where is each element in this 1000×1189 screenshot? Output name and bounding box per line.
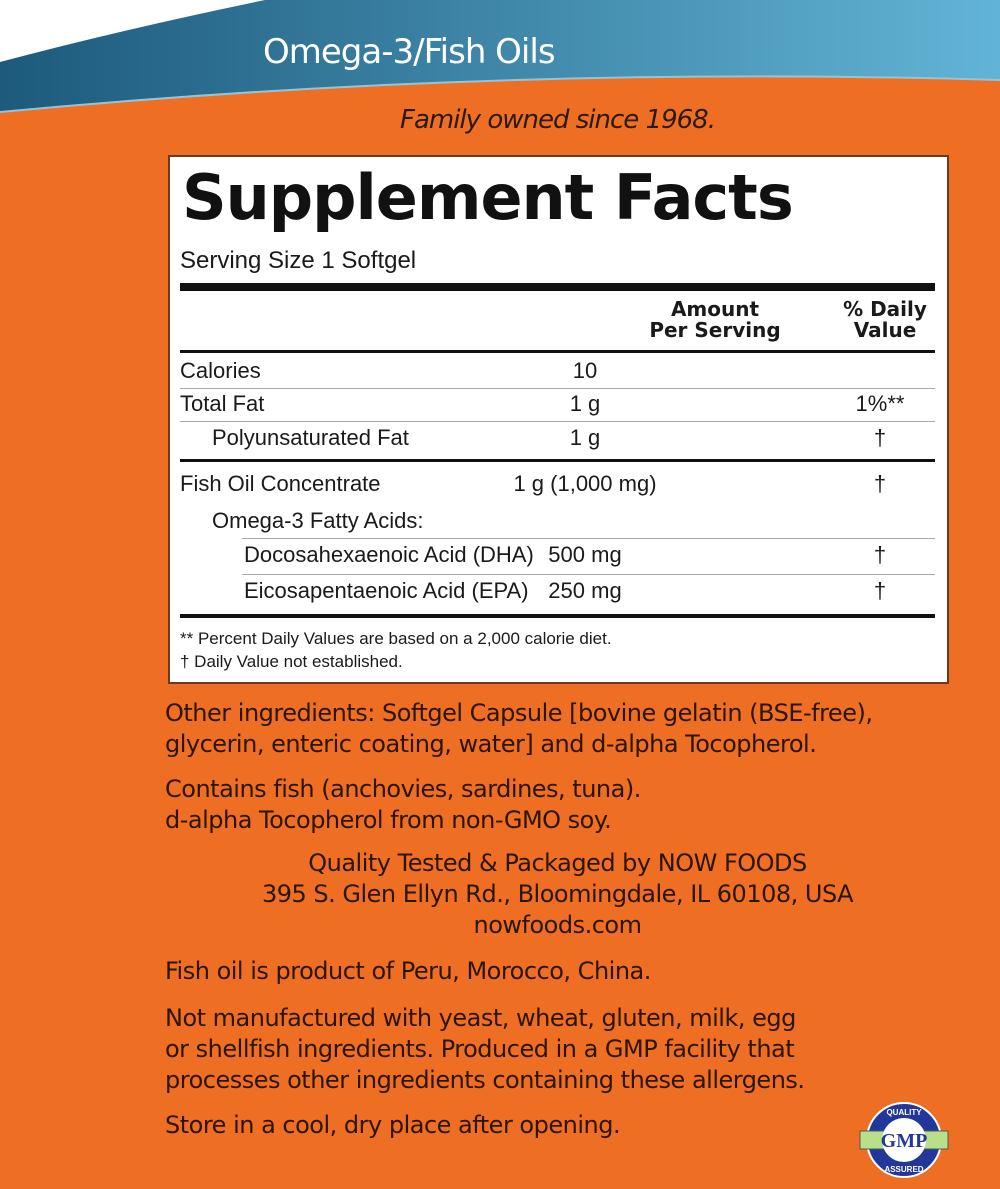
divider bbox=[180, 421, 935, 422]
allergen-statement: Not manufactured with yeast, wheat, glut… bbox=[165, 1003, 805, 1096]
row-name: Total Fat bbox=[180, 391, 265, 416]
row-name: Polyunsaturated Fat bbox=[212, 425, 409, 450]
storage-statement: Store in a cool, dry place after opening… bbox=[165, 1111, 621, 1139]
row-amount: 1 g (1,000 mg) bbox=[513, 471, 657, 496]
category-title: Omega-3/Fish Oils bbox=[263, 32, 556, 72]
header-line: Value bbox=[853, 318, 917, 342]
divider bbox=[180, 350, 935, 353]
text-line: Contains fish (anchovies, sardines, tuna… bbox=[165, 775, 641, 803]
gmp-quality-seal-icon: GMP QUALITY ASSURED bbox=[859, 1102, 949, 1178]
row-amount: 1 g bbox=[569, 425, 601, 450]
dv-header: % Daily Value bbox=[830, 299, 940, 341]
row-dv: 1%** bbox=[855, 391, 905, 416]
row-amount: 250 mg bbox=[548, 578, 622, 603]
amount-header: Amount Per Serving bbox=[630, 299, 800, 341]
tagline: Family owned since 1968. bbox=[400, 105, 716, 135]
facts-row: Total Fat 1 g 1%** bbox=[180, 391, 935, 421]
facts-row: Eicosapentaenoic Acid (EPA) 250 mg † bbox=[180, 578, 935, 608]
seal-text: GMP bbox=[881, 1130, 928, 1152]
divider bbox=[242, 574, 935, 575]
row-name: Docosahexaenoic Acid (DHA) bbox=[244, 542, 534, 567]
text-line: d-alpha Tocopherol from non-GMO soy. bbox=[165, 806, 612, 834]
header-banner bbox=[0, 0, 1000, 113]
text-line: processes other ingredients containing t… bbox=[165, 1066, 805, 1094]
origin-statement: Fish oil is product of Peru, Morocco, Ch… bbox=[165, 957, 651, 985]
supplement-facts-panel: Supplement Facts Serving Size 1 Softgel … bbox=[168, 155, 949, 684]
row-dv: † bbox=[873, 425, 887, 450]
facts-row: Calories 10 bbox=[180, 358, 935, 388]
text-line: glycerin, enteric coating, water] and d-… bbox=[165, 730, 817, 758]
website: nowfoods.com bbox=[473, 911, 642, 939]
text-line: Quality Tested & Packaged by NOW FOODS bbox=[308, 849, 807, 877]
row-amount: 500 mg bbox=[548, 542, 622, 567]
divider bbox=[180, 459, 935, 462]
contains-statement: Contains fish (anchovies, sardines, tuna… bbox=[165, 774, 641, 836]
seal-text: ASSURED bbox=[884, 1165, 923, 1174]
footnote: ** Percent Daily Values are based on a 2… bbox=[180, 629, 612, 648]
text-line: Other ingredients: Softgel Capsule [bovi… bbox=[165, 699, 873, 727]
company-info: Quality Tested & Packaged by NOW FOODS 39… bbox=[0, 848, 1000, 941]
seal-text: QUALITY bbox=[886, 1108, 922, 1117]
row-dv: † bbox=[873, 578, 887, 603]
divider bbox=[180, 283, 935, 291]
row-amount: 1 g bbox=[569, 391, 601, 416]
row-dv: † bbox=[873, 471, 887, 496]
row-name: Omega-3 Fatty Acids: bbox=[212, 508, 424, 533]
row-name: Calories bbox=[180, 358, 261, 383]
facts-row: Docosahexaenoic Acid (DHA) 500 mg † bbox=[180, 542, 935, 572]
header-line: Amount bbox=[670, 297, 760, 321]
facts-row: Omega-3 Fatty Acids: bbox=[180, 508, 935, 538]
divider bbox=[180, 614, 935, 618]
divider bbox=[180, 388, 935, 389]
row-amount: 10 bbox=[572, 358, 598, 383]
facts-title: Supplement Facts bbox=[182, 161, 794, 234]
row-dv: † bbox=[873, 542, 887, 567]
header-line: Per Serving bbox=[649, 318, 781, 342]
facts-row: Fish Oil Concentrate 1 g (1,000 mg) † bbox=[180, 471, 935, 501]
divider bbox=[242, 538, 935, 539]
footnote: † Daily Value not established. bbox=[180, 652, 403, 671]
serving-size: Serving Size 1 Softgel bbox=[180, 247, 417, 274]
facts-row: Polyunsaturated Fat 1 g † bbox=[180, 425, 935, 455]
row-name: Eicosapentaenoic Acid (EPA) bbox=[244, 578, 529, 603]
other-ingredients: Other ingredients: Softgel Capsule [bovi… bbox=[165, 698, 873, 760]
text-line: Not manufactured with yeast, wheat, glut… bbox=[165, 1004, 796, 1032]
header-line: % Daily bbox=[843, 297, 927, 321]
text-line: 395 S. Glen Ellyn Rd., Bloomingdale, IL … bbox=[261, 880, 854, 908]
row-name: Fish Oil Concentrate bbox=[180, 471, 381, 496]
text-line: or shellfish ingredients. Produced in a … bbox=[165, 1035, 795, 1063]
